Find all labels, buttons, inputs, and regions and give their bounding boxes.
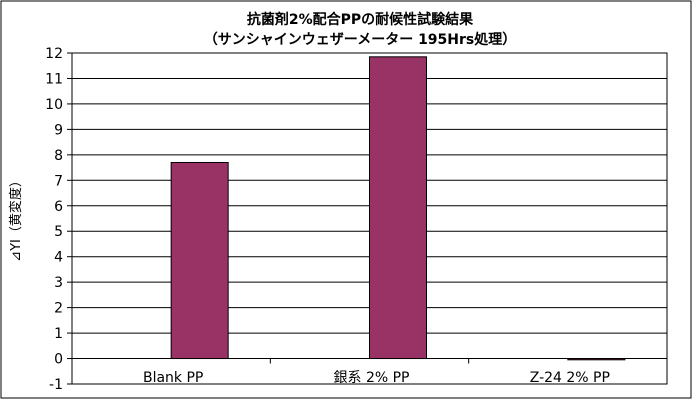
y-tick-label: 3	[54, 275, 63, 291]
x-tick-label: 銀系 2% PP	[334, 370, 410, 386]
chart-subtitle: （サンシャインウェザーメーター 195Hrs処理）	[204, 31, 517, 48]
y-tick-label: 1	[54, 326, 63, 342]
y-tick-label: 9	[54, 122, 63, 138]
y-tick-label: 7	[54, 173, 63, 189]
y-tick-label: 5	[54, 224, 63, 240]
y-tick-label: -1	[49, 377, 63, 393]
y-axis-label: ⊿YI（黄変度）	[8, 174, 24, 262]
y-tick-label: 8	[54, 148, 63, 164]
chart-title: 抗菌剤2%配合PPの耐候性試験結果	[247, 11, 474, 28]
y-tick-label: 11	[45, 71, 63, 87]
y-tick-label: 10	[45, 97, 63, 113]
y-tick-label: 0	[54, 352, 63, 368]
bar-1	[170, 161, 229, 360]
x-tick-labels: Blank PP 銀系 2% PP Z-24 2% PP	[143, 370, 610, 386]
bar-2	[369, 56, 427, 360]
bars	[170, 56, 668, 364]
x-tick-label: Blank PP	[143, 370, 203, 386]
y-tick-label: 6	[54, 199, 63, 215]
y-tick-label: 2	[54, 301, 63, 317]
y-tick-label: 4	[54, 250, 63, 266]
x-tick-label: Z-24 2% PP	[530, 370, 610, 386]
y-tick-label: 12	[45, 46, 63, 62]
